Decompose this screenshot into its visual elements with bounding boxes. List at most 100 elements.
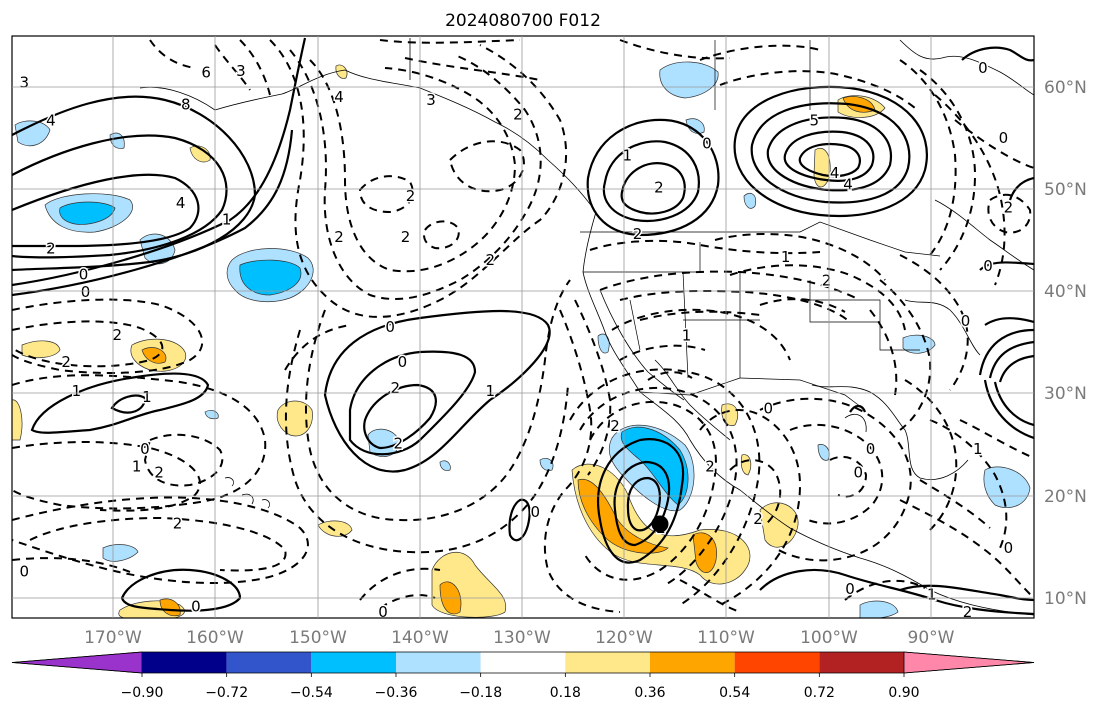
colorbar-segment bbox=[480, 652, 566, 673]
contour-label: 1 bbox=[682, 327, 692, 345]
contour-label: 3 bbox=[426, 91, 436, 109]
lat-tick-label: 20°N bbox=[1044, 487, 1087, 507]
contour-label: 2 bbox=[334, 228, 344, 246]
map-gridlines bbox=[12, 36, 1034, 618]
contour-label: 2 bbox=[822, 271, 832, 289]
contour-label: 1 bbox=[142, 388, 152, 406]
contour-label: 0 bbox=[1004, 539, 1014, 557]
lon-tick-label: 110°W bbox=[697, 628, 755, 648]
contour-label: 2 bbox=[610, 417, 620, 435]
latitude-axis: 60°N 50°N 40°N 30°N 20°N 10°N bbox=[1044, 78, 1087, 609]
contour-label: 6 bbox=[201, 64, 211, 82]
lon-tick-label: 120°W bbox=[595, 628, 653, 648]
contour-label: 8 bbox=[181, 96, 191, 114]
contour-label: 1 bbox=[132, 458, 142, 476]
colorbar-extend-high bbox=[903, 651, 1035, 674]
lat-tick-label: 50°N bbox=[1044, 180, 1087, 200]
contour-label: 2 bbox=[406, 187, 416, 205]
lon-tick-label: 160°W bbox=[186, 628, 244, 648]
contour-label: 4 bbox=[830, 164, 840, 182]
lat-tick-label: 30°N bbox=[1044, 384, 1087, 404]
contour-label: 2 bbox=[173, 515, 183, 533]
contour-label: 0 bbox=[140, 440, 150, 458]
lat-tick-label: 60°N bbox=[1044, 78, 1087, 98]
contour-label: 0 bbox=[978, 59, 988, 77]
contour-label: 0 bbox=[853, 464, 863, 482]
contour-label: 0 bbox=[961, 312, 971, 330]
contour-label: 1 bbox=[222, 210, 232, 228]
colorbar-segment bbox=[819, 652, 904, 673]
contour-label: 1 bbox=[72, 382, 82, 400]
contour-label: 4 bbox=[176, 194, 186, 212]
longitude-axis: 170°W 160°W 150°W 140°W 130°W 120°W 110°W 100°W… bbox=[84, 628, 955, 648]
colorbar-segment bbox=[226, 652, 312, 673]
contour-label: 5 bbox=[809, 111, 819, 129]
contour-label: 2 bbox=[401, 228, 411, 246]
colorbar-segment bbox=[650, 652, 735, 673]
map-title: 2024080700 F012 bbox=[445, 11, 601, 31]
colorbar-extend-low bbox=[11, 651, 143, 674]
lat-tick-label: 10°N bbox=[1044, 589, 1087, 609]
lon-tick-label: 130°W bbox=[493, 628, 551, 648]
contour-label: 2 bbox=[753, 510, 763, 528]
colorbar: −0.90 −0.72 −0.54 −0.36 −0.18 0.18 0.36 0.54 0.7… bbox=[11, 651, 1035, 701]
contour-label: 4 bbox=[46, 111, 56, 129]
contour-label: 0 bbox=[79, 266, 89, 284]
lon-tick-label: 90°W bbox=[908, 628, 955, 648]
lon-tick-label: 150°W bbox=[289, 628, 347, 648]
contour-label: 0 bbox=[702, 135, 712, 153]
contour-label: 0 bbox=[19, 562, 29, 580]
colorbar-tick-label: 0.36 bbox=[634, 685, 665, 701]
contour-label: 3 bbox=[236, 62, 246, 80]
lon-tick-label: 170°W bbox=[84, 628, 142, 648]
colorbar-tick-label: −0.72 bbox=[205, 685, 248, 701]
lon-tick-label: 100°W bbox=[800, 628, 858, 648]
contour-label: 1 bbox=[781, 248, 791, 266]
colorbar-segment bbox=[396, 652, 481, 673]
contour-label: 2 bbox=[705, 458, 715, 476]
map-background bbox=[12, 36, 1034, 618]
contour-label: 2 bbox=[1004, 199, 1014, 217]
contour-label: 0 bbox=[764, 399, 774, 417]
contour-label: 2 bbox=[633, 225, 643, 243]
storm-center-marker bbox=[651, 515, 669, 533]
colorbar-tick-label: −0.54 bbox=[290, 685, 333, 701]
lon-tick-label: 140°W bbox=[391, 628, 449, 648]
lat-tick-label: 40°N bbox=[1044, 282, 1087, 302]
contour-label: 4 bbox=[843, 175, 853, 193]
contour-label: 1 bbox=[973, 440, 983, 458]
dashed-contours bbox=[12, 39, 1034, 613]
colorbar-segment bbox=[311, 652, 396, 673]
colorbar-tick-label: 0.18 bbox=[550, 685, 581, 701]
contour-label: 2 bbox=[963, 603, 973, 621]
contour-label: 2 bbox=[390, 379, 400, 397]
contour-label: 0 bbox=[845, 580, 855, 598]
contour-label: 2 bbox=[394, 434, 404, 452]
contour-label: 0 bbox=[999, 129, 1009, 147]
contour-label: 3 bbox=[19, 74, 29, 92]
map-frame bbox=[11, 35, 1035, 619]
contour-label: 2 bbox=[46, 239, 56, 257]
contour-label: 0 bbox=[385, 318, 395, 336]
colorbar-tick-label: −0.90 bbox=[121, 685, 164, 701]
contour-label: 1 bbox=[927, 586, 937, 604]
colorbar-tick-label: −0.18 bbox=[459, 685, 502, 701]
colorbar-tick-label: 0.90 bbox=[888, 685, 919, 701]
colorbar-tick-label: 0.72 bbox=[804, 685, 835, 701]
contour-label: 0 bbox=[866, 440, 876, 458]
contour-label: 2 bbox=[654, 178, 664, 196]
contour-label: 2 bbox=[61, 353, 71, 371]
contour-label: 0 bbox=[191, 597, 201, 615]
contour-label: 2 bbox=[486, 251, 496, 269]
colorbar-segment bbox=[142, 652, 227, 673]
colorbar-segment bbox=[565, 652, 650, 673]
colorbar-tick-label: −0.36 bbox=[375, 685, 418, 701]
contour-label: 0 bbox=[398, 353, 408, 371]
contour-label: 1 bbox=[486, 382, 496, 400]
colorbar-tick-label: 0.54 bbox=[719, 685, 750, 701]
contour-label: 0 bbox=[530, 503, 540, 521]
contour-label: 0 bbox=[378, 603, 388, 621]
contour-label: 4 bbox=[334, 88, 344, 106]
